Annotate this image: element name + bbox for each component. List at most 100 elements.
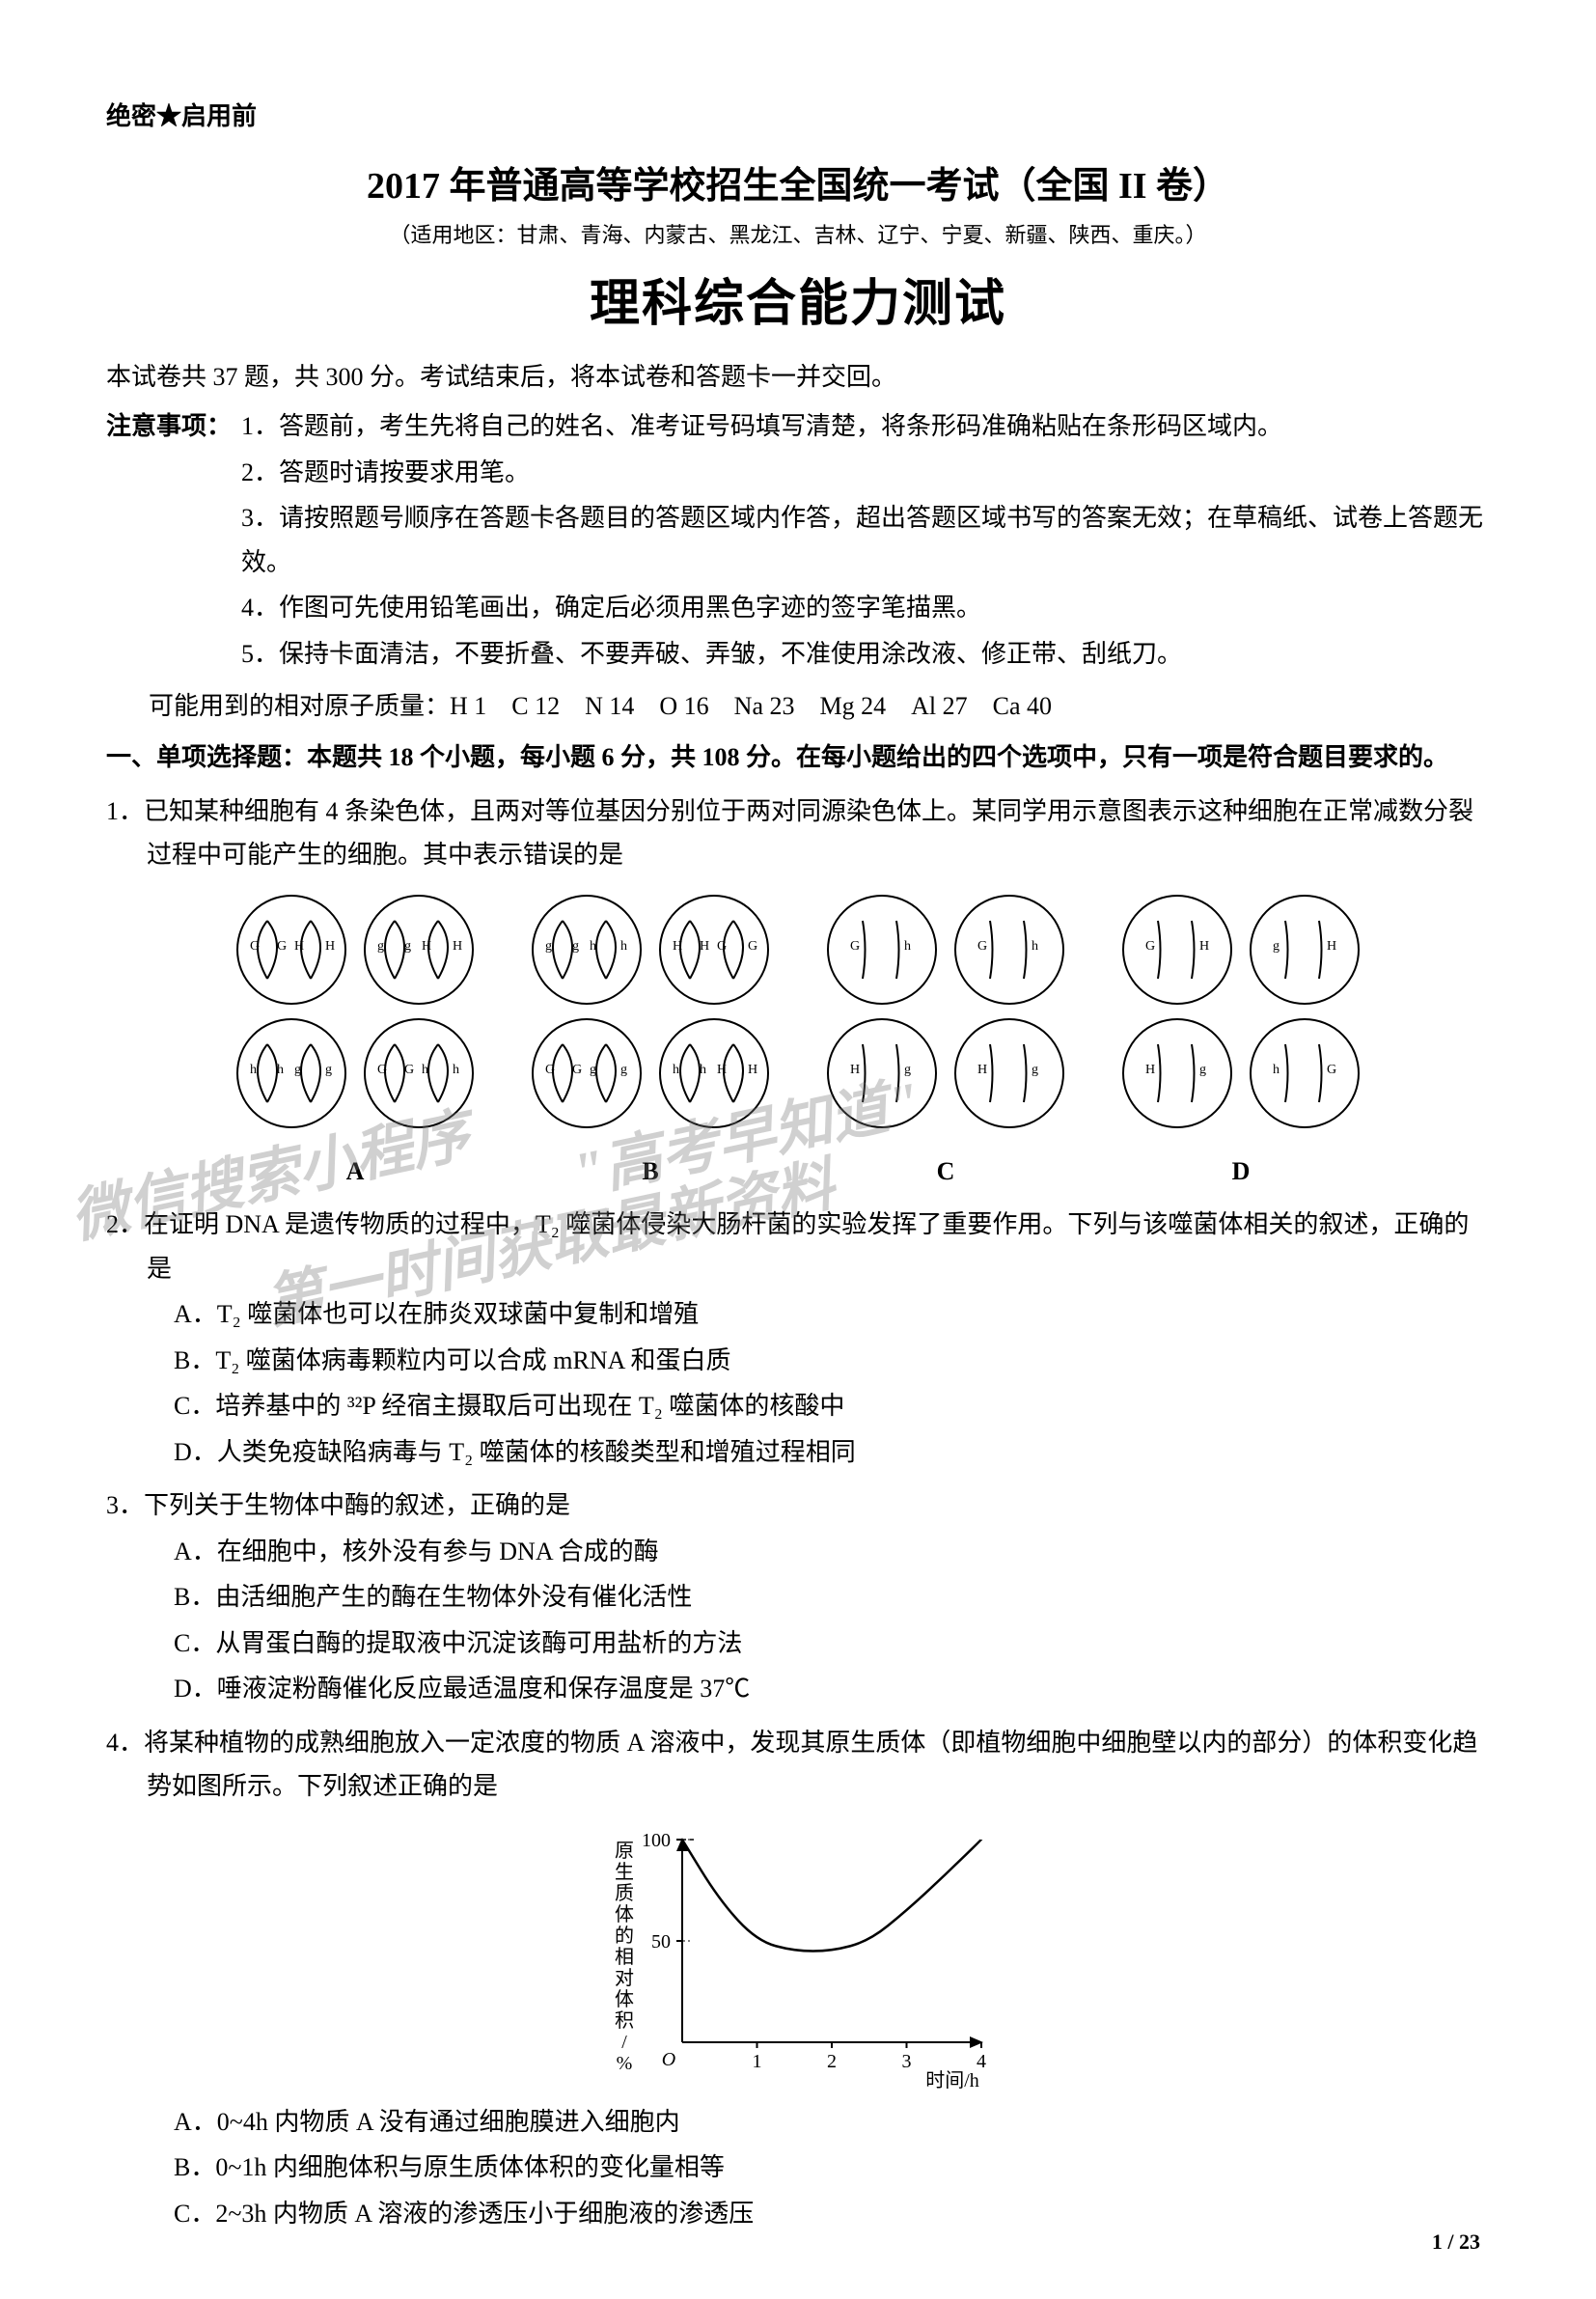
svg-text:G: G <box>717 939 727 954</box>
svg-text:50: 50 <box>651 1931 671 1953</box>
cell-icon: gg HH <box>364 895 474 1005</box>
svg-text:g: g <box>904 1063 911 1077</box>
paper-intro: 本试卷共 37 题，共 300 分。考试结束后，将本试卷和答题卡一并交回。 <box>106 356 1490 399</box>
svg-text:H: H <box>453 939 462 954</box>
svg-text:g: g <box>572 939 579 954</box>
svg-text:100: 100 <box>642 1830 671 1851</box>
q1-stem: 1．已知某种细胞有 4 条染色体，且两对等位基因分别位于两对同源染色体上。某同学… <box>106 789 1490 877</box>
svg-text:h: h <box>1032 939 1038 954</box>
svg-text:H: H <box>673 939 682 954</box>
option: B．0~1h 内细胞体积与原生质体体积的变化量相等 <box>174 2146 1490 2190</box>
svg-text:积: 积 <box>615 2009 634 2032</box>
svg-text:g: g <box>620 1063 627 1077</box>
svg-text:H: H <box>422 939 431 954</box>
question-2: 2．在证明 DNA 是遗传物质的过程中，T₂ 噬菌体侵染大肠杆菌的实验发挥了重要… <box>106 1203 1490 1474</box>
svg-text:H: H <box>748 1063 757 1077</box>
svg-text:质: 质 <box>615 1882 634 1904</box>
cell-icon: hG <box>1250 1018 1360 1128</box>
atomic-mass-line: 可能用到的相对原子质量：H 1 C 12 N 14 O 16 Na 23 Mg … <box>149 685 1490 728</box>
svg-text:g: g <box>294 1063 301 1077</box>
option: A．T₂ 噬菌体也可以在肺炎双球菌中复制和增殖 <box>174 1292 1490 1337</box>
diagram-label-d: D <box>1232 1150 1251 1194</box>
option: C．从胃蛋白酶的提取液中沉淀该酶可用盐析的方法 <box>174 1621 1490 1666</box>
option: D．唾液淀粉酶催化反应最适温度和保存温度是 37℃ <box>174 1667 1490 1711</box>
svg-text:h: h <box>620 939 627 954</box>
svg-text:G: G <box>545 1063 555 1077</box>
exam-page: 绝密★启用前 2017 年普通高等学校招生全国统一考试（全国 II 卷） （适用… <box>0 0 1596 2299</box>
svg-text:h: h <box>453 1063 459 1077</box>
question-4: 4．将某种植物的成熟细胞放入一定浓度的物质 A 溶液中，发现其原生质体（即植物细… <box>106 1721 1490 2236</box>
svg-text:H: H <box>700 939 709 954</box>
svg-text:g: g <box>1199 1063 1206 1077</box>
diagram-label-a: A <box>346 1150 365 1194</box>
svg-text:生: 生 <box>615 1861 634 1883</box>
cell-icon: gg hh <box>532 895 642 1005</box>
notice-item: 4．作图可先使用铅笔画出，确定后必须用黑色字迹的签字笔描黑。 <box>241 586 1490 630</box>
notice-label: 注意事项： <box>106 404 241 678</box>
svg-text:h: h <box>250 1063 257 1077</box>
svg-text:g: g <box>1032 1063 1038 1077</box>
cell-icon: GG HH <box>236 895 346 1005</box>
cell-icon: hh gg <box>236 1018 346 1128</box>
svg-text:时间/h: 时间/h <box>925 2069 979 2091</box>
q2-options: A．T₂ 噬菌体也可以在肺炎双球菌中复制和增殖 B．T₂ 噬菌体病毒颗粒内可以合… <box>106 1292 1490 1474</box>
volume-chart-icon: 50100O1234原生质体的相对体积/%时间/h <box>595 1820 1001 2091</box>
svg-text:对: 对 <box>615 1967 634 1989</box>
cell-icon: Gh <box>827 895 937 1005</box>
page-number: 1 / 23 <box>1432 2230 1480 2255</box>
diagram-col-c: Gh Gh <box>827 895 1064 1194</box>
cell-icon: GH <box>1122 895 1232 1005</box>
svg-text:G: G <box>850 939 860 954</box>
svg-text:体: 体 <box>615 1988 634 2010</box>
svg-text:G: G <box>377 1063 387 1077</box>
cell-icon: gH <box>1250 895 1360 1005</box>
q3-options: A．在细胞中，核外没有参与 DNA 合成的酶 B．由活细胞产生的酶在生物体外没有… <box>106 1530 1490 1711</box>
exam-title: 2017 年普通高等学校招生全国统一考试（全国 II 卷） <box>106 155 1490 208</box>
svg-text:相: 相 <box>615 1946 634 1968</box>
applicable-regions: （适用地区：甘肃、青海、内蒙古、黑龙江、吉林、辽宁、宁夏、新疆、陕西、重庆。） <box>106 218 1490 249</box>
notice-items: 1．答题前，考生先将自己的姓名、准考证号码填写清楚，将条形码准确粘贴在条形码区域… <box>241 404 1490 678</box>
svg-text:g: g <box>404 939 411 954</box>
cell-icon: GG gg <box>532 1018 642 1128</box>
svg-text:3: 3 <box>902 2051 912 2072</box>
cell-icon: Hg <box>1122 1018 1232 1128</box>
notice-item: 1．答题前，考生先将自己的姓名、准考证号码填写清楚，将条形码准确粘贴在条形码区域… <box>241 404 1490 449</box>
q1-cell-diagram: GG HH gg HH <box>106 895 1490 1194</box>
svg-text:/: / <box>621 2032 627 2053</box>
svg-text:h: h <box>277 1063 284 1077</box>
svg-text:H: H <box>294 939 304 954</box>
svg-text:h: h <box>590 939 596 954</box>
option: D．人类免疫缺陷病毒与 T₂ 噬菌体的核酸类型和增殖过程相同 <box>174 1430 1490 1475</box>
cell-icon: Hg <box>954 1018 1064 1128</box>
svg-text:h: h <box>904 939 911 954</box>
svg-text:原: 原 <box>615 1841 634 1862</box>
svg-text:h: h <box>673 1063 679 1077</box>
svg-text:O: O <box>662 2049 675 2070</box>
confidential-marker: 绝密★启用前 <box>106 97 1490 132</box>
notice-item: 3．请按照题号顺序在答题卡各题目的答题区域内作答，超出答题区域书写的答案无效；在… <box>241 496 1490 584</box>
svg-text:G: G <box>277 939 287 954</box>
option: C．2~3h 内物质 A 溶液的渗透压小于细胞液的渗透压 <box>174 2192 1490 2236</box>
svg-text:g: g <box>545 939 552 954</box>
svg-text:G: G <box>404 1063 414 1077</box>
svg-text:体: 体 <box>615 1903 634 1925</box>
q4-options: A．0~4h 内物质 A 没有通过细胞膜进入细胞内 B．0~1h 内细胞体积与原… <box>106 2100 1490 2236</box>
notice-item: 2．答题时请按要求用笔。 <box>241 451 1490 495</box>
q2-stem: 2．在证明 DNA 是遗传物质的过程中，T₂ 噬菌体侵染大肠杆菌的实验发挥了重要… <box>106 1203 1490 1290</box>
svg-text:H: H <box>850 1063 860 1077</box>
q4-chart: 50100O1234原生质体的相对体积/%时间/h <box>106 1820 1490 2091</box>
svg-text:h: h <box>422 1063 428 1077</box>
svg-text:g: g <box>590 1063 596 1077</box>
svg-text:g: g <box>377 939 384 954</box>
notice-block: 注意事项： 1．答题前，考生先将自己的姓名、准考证号码填写清楚，将条形码准确粘贴… <box>106 404 1490 678</box>
svg-text:G: G <box>977 939 987 954</box>
diagram-label-c: C <box>937 1150 955 1194</box>
svg-text:H: H <box>1199 939 1209 954</box>
svg-text:h: h <box>1273 1063 1280 1077</box>
svg-text:G: G <box>1327 1063 1336 1077</box>
cell-icon: Hg <box>827 1018 937 1128</box>
question-3: 3．下列关于生物体中酶的叙述，正确的是 A．在细胞中，核外没有参与 DNA 合成… <box>106 1483 1490 1711</box>
notice-item: 5．保持卡面清洁，不要折叠、不要弄破、弄皱，不准使用涂改液、修正带、刮纸刀。 <box>241 632 1490 677</box>
svg-text:h: h <box>700 1063 706 1077</box>
subject-title: 理科综合能力测试 <box>106 263 1490 335</box>
